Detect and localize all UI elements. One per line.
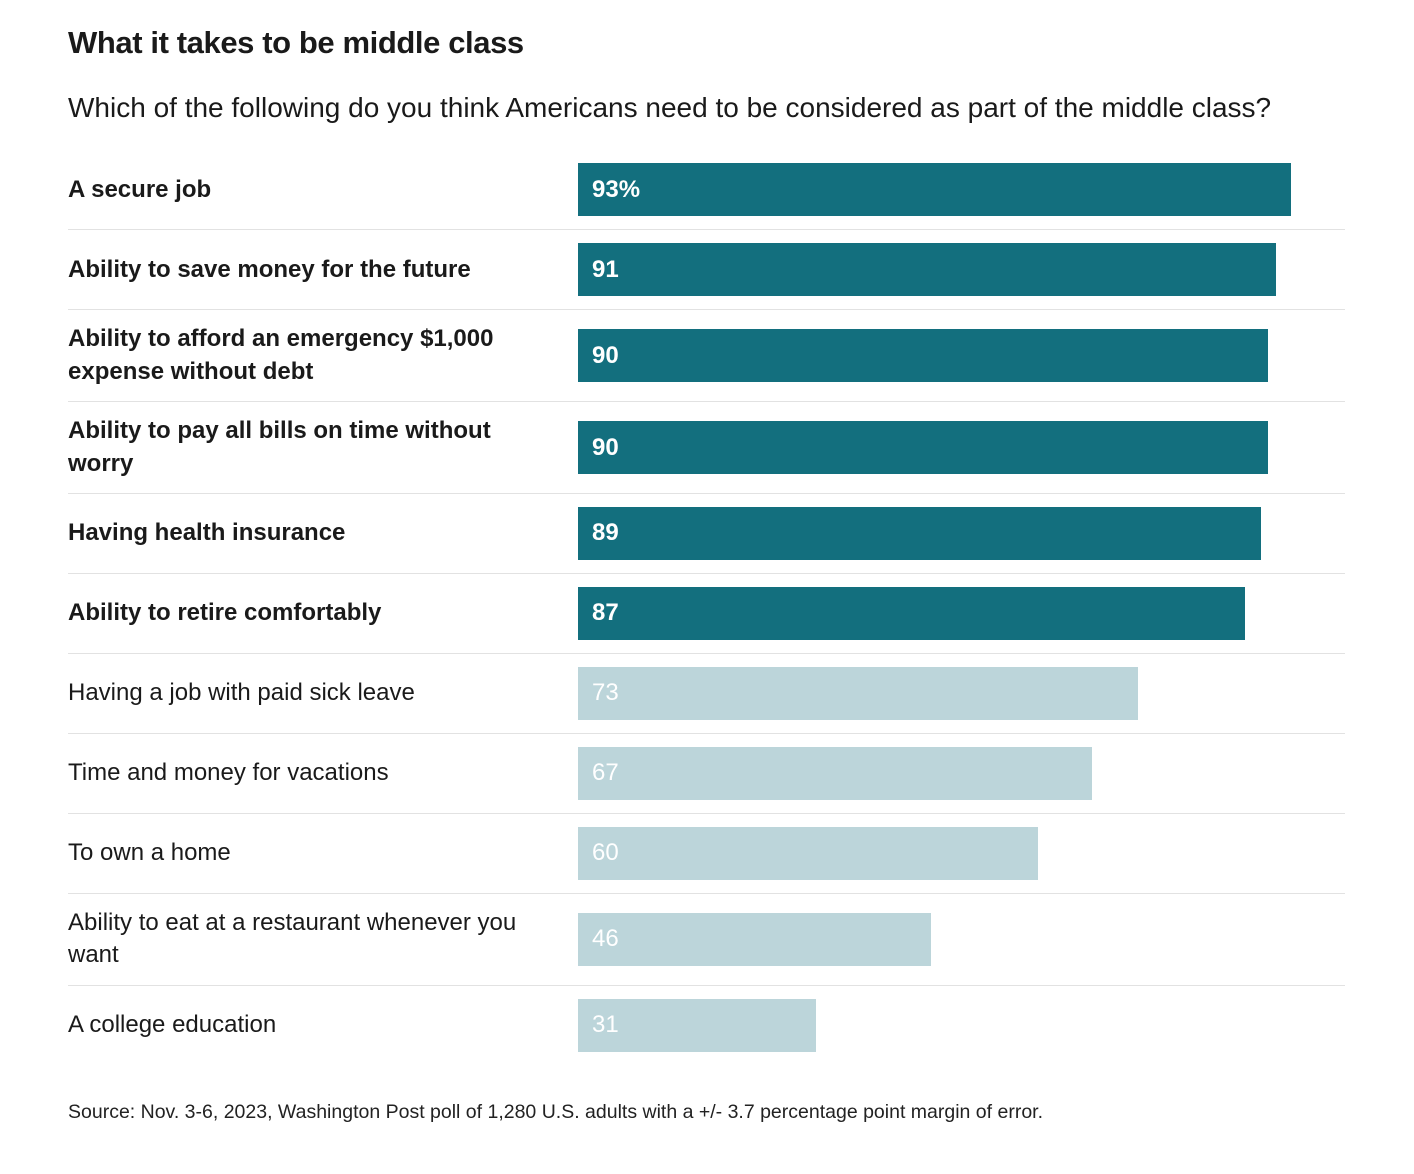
chart-row: Having health insurance 89: [68, 494, 1345, 574]
bar-area: 91: [578, 243, 1345, 297]
chart-row: Ability to afford an emergency $1,000 ex…: [68, 310, 1345, 403]
bar-area: 31: [578, 998, 1345, 1052]
bar: 90: [578, 421, 1269, 475]
bar: 46: [578, 912, 931, 966]
bar-value: 90: [592, 341, 619, 369]
chart-row: Ability to eat at a restaurant whenever …: [68, 894, 1345, 986]
bar-area: 90: [578, 329, 1345, 383]
bar: 89: [578, 506, 1261, 560]
bar-area: 73: [578, 666, 1345, 720]
bar-label: Having health insurance: [68, 519, 346, 547]
bar-area: 67: [578, 746, 1345, 800]
bar-rows: A secure job 93% Ability to save money for…: [68, 150, 1345, 1064]
bar-area: 46: [578, 912, 1345, 966]
bar-area: 87: [578, 586, 1345, 640]
bar-value: 67: [592, 759, 619, 787]
chart-row: Having a job with paid sick leave 73: [68, 654, 1345, 734]
bar-label: A secure job: [68, 175, 212, 203]
bar-value: 89: [592, 519, 619, 547]
chart-row: Time and money for vacations 67: [68, 734, 1345, 814]
bar-area: 60: [578, 826, 1345, 880]
chart-row: To own a home 60: [68, 814, 1345, 894]
source-note: Source: Nov. 3-6, 2023, Washington Post …: [68, 1100, 1043, 1123]
chart-row: Ability to retire comfortably 87: [68, 574, 1345, 654]
bar-label: Ability to retire comfortably: [68, 599, 382, 627]
bar: 31: [578, 998, 816, 1052]
chart-subtitle: Which of the following do you think Amer…: [68, 92, 1272, 124]
bar-label: Ability to eat at a restaurant whenever …: [68, 908, 517, 969]
bar-label: Ability to save money for the future: [68, 255, 471, 283]
bar-label: A college education: [68, 1010, 277, 1038]
bar-value: 91: [592, 255, 619, 283]
bar: 91: [578, 243, 1276, 297]
chart-title: What it takes to be middle class: [68, 25, 524, 60]
chart-row: A secure job 93%: [68, 150, 1345, 231]
chart-row: Ability to save money for the future 91: [68, 230, 1345, 311]
bar-area: 90: [578, 421, 1345, 475]
bar-value: 46: [592, 925, 619, 953]
bar: 67: [578, 746, 1092, 800]
bar-value: 31: [592, 1011, 619, 1039]
bar-label: To own a home: [68, 839, 231, 867]
bar-value: 60: [592, 839, 619, 867]
bar-area: 93%: [578, 163, 1345, 217]
chart-row: Ability to pay all bills on time without…: [68, 402, 1345, 494]
bar-area: 89: [578, 506, 1345, 560]
bar: 73: [578, 666, 1138, 720]
bar-label: Time and money for vacations: [68, 759, 389, 787]
bar: 93%: [578, 163, 1292, 217]
bar-label: Ability to afford an emergency $1,000 ex…: [68, 325, 494, 385]
bar-label: Ability to pay all bills on time without…: [68, 417, 491, 477]
bar: 87: [578, 586, 1246, 640]
chart-row: A college education 31: [68, 986, 1345, 1065]
bar: 60: [578, 826, 1039, 880]
bar: 90: [578, 329, 1269, 383]
bar-label: Having a job with paid sick leave: [68, 679, 415, 707]
bar-value: 73: [592, 679, 619, 707]
bar-value: 90: [592, 433, 619, 461]
bar-value: 87: [592, 599, 619, 627]
bar-value: 93%: [592, 175, 641, 203]
